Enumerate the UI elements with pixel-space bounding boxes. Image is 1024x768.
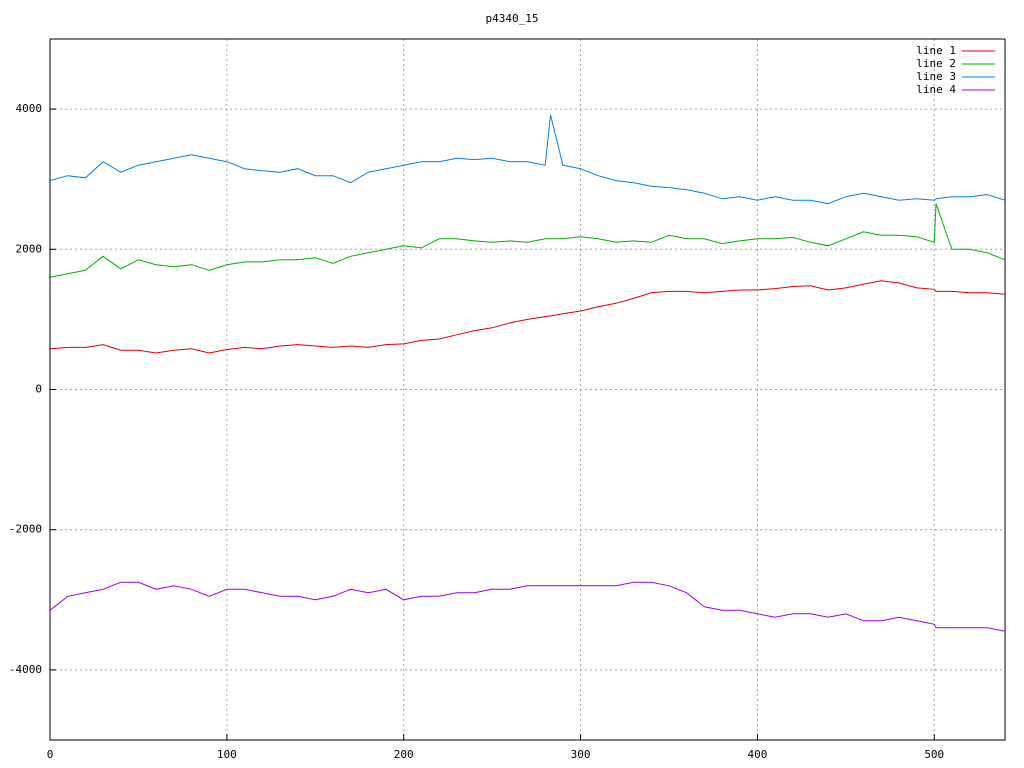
legend-label: line 2	[916, 57, 956, 70]
legend-label: line 3	[916, 70, 956, 83]
y-tick-label: 4000	[16, 102, 43, 115]
x-tick-label: 100	[217, 748, 237, 761]
x-tick-label: 300	[571, 748, 591, 761]
series-line	[49, 114, 1006, 205]
y-tick-label: -4000	[9, 663, 42, 676]
series-line	[49, 280, 1006, 354]
legend-label: line 1	[916, 44, 956, 57]
x-tick-label: 400	[747, 748, 767, 761]
plot-border	[49, 38, 1006, 741]
y-tick-label: -2000	[9, 523, 42, 536]
y-tick-label: 0	[35, 383, 42, 396]
x-tick-label: 200	[394, 748, 414, 761]
chart-title: p4340_15	[486, 12, 539, 25]
x-tick-label: 500	[924, 748, 944, 761]
x-tick-label: 0	[47, 748, 54, 761]
legend-label: line 4	[916, 83, 956, 96]
series-line	[49, 203, 1006, 278]
series-line	[49, 581, 1006, 632]
y-tick-label: 2000	[16, 242, 43, 255]
